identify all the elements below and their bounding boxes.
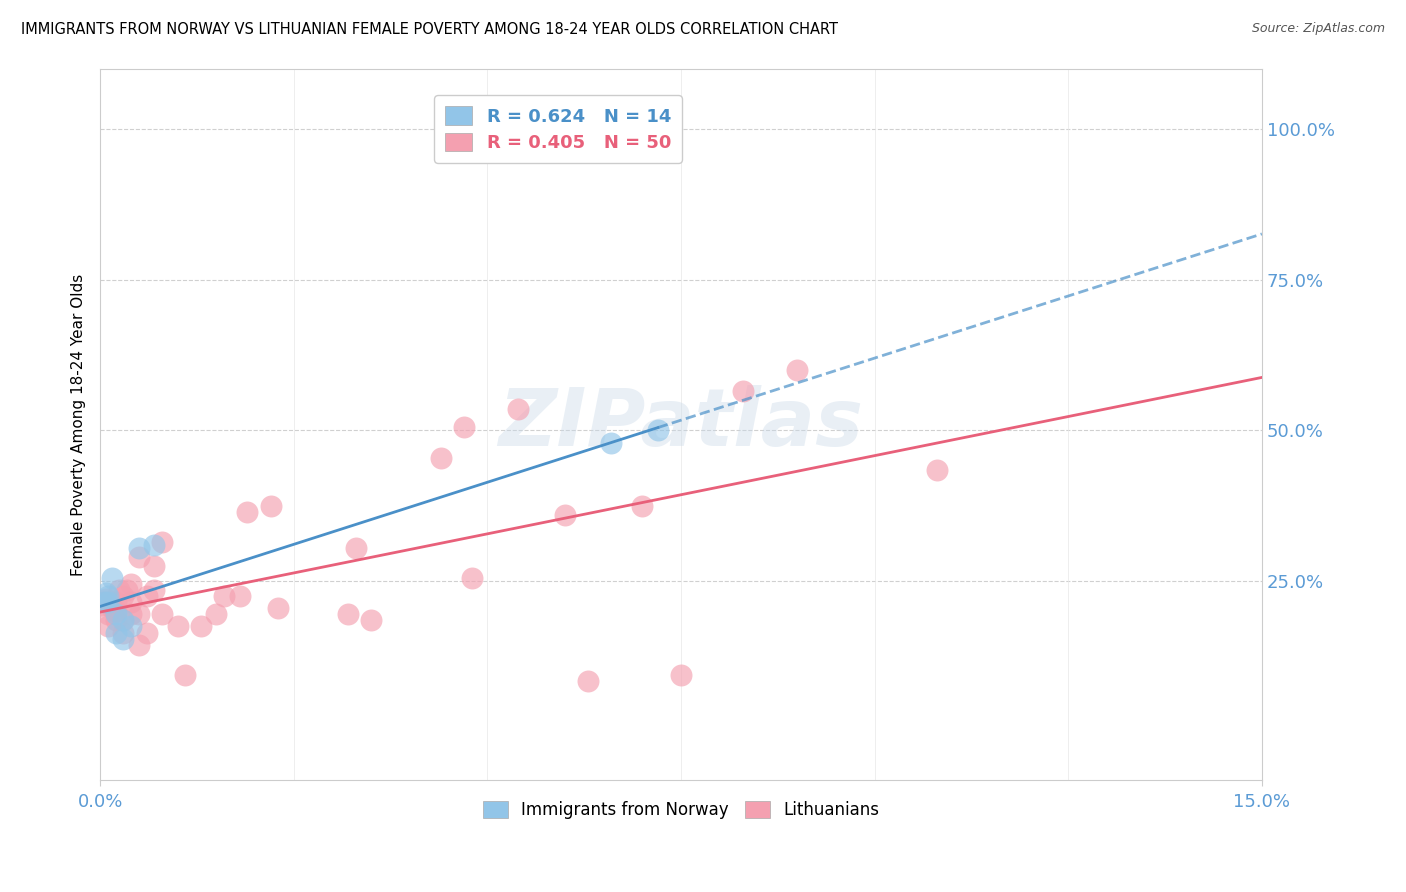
Point (115, 583, 138, 598)
Point (104, 604, 127, 618)
Point (128, 550, 150, 565)
Y-axis label: Female Poverty Among 18-24 Year Olds: Female Poverty Among 18-24 Year Olds (72, 273, 86, 575)
Point (112, 614, 135, 628)
Point (212, 590, 235, 604)
Point (631, 499, 654, 513)
Point (128, 541, 150, 555)
Point (554, 508, 576, 522)
Point (104, 607, 127, 622)
Point (128, 607, 150, 622)
Point (150, 535, 173, 549)
Point (135, 590, 157, 604)
Text: ZIPatlas: ZIPatlas (499, 385, 863, 464)
Point (120, 607, 142, 622)
Point (112, 590, 135, 604)
Point (430, 450, 453, 465)
Point (112, 632, 135, 646)
Point (94, 586, 117, 600)
Point (143, 538, 166, 552)
Point (104, 625, 127, 640)
Point (669, 667, 692, 681)
Point (150, 607, 173, 622)
Point (104, 614, 127, 628)
Point (120, 577, 142, 591)
Point (112, 625, 135, 640)
Text: Source: ZipAtlas.com: Source: ZipAtlas.com (1251, 22, 1385, 36)
Point (786, 363, 808, 377)
Point (360, 614, 382, 628)
Point (93, 595, 115, 609)
Point (93, 595, 115, 609)
Point (600, 435, 623, 450)
Point (267, 601, 290, 615)
Point (97, 607, 120, 622)
Point (128, 638, 150, 652)
Point (143, 559, 166, 574)
Point (190, 619, 212, 633)
Point (344, 541, 367, 555)
Point (259, 499, 281, 513)
Point (205, 607, 228, 622)
Point (120, 619, 142, 633)
Point (228, 590, 250, 604)
Point (174, 667, 197, 681)
Point (925, 463, 948, 477)
Point (97, 595, 120, 609)
Point (97, 619, 120, 633)
Point (100, 601, 122, 615)
Point (100, 571, 122, 585)
Point (647, 424, 669, 438)
Point (731, 384, 754, 399)
Point (236, 505, 259, 519)
Point (453, 420, 475, 434)
Point (336, 607, 359, 622)
Point (135, 625, 157, 640)
Point (461, 571, 484, 585)
Point (508, 402, 530, 417)
Point (104, 595, 127, 609)
Point (97, 595, 120, 609)
Point (108, 583, 131, 598)
Point (91, 599, 114, 613)
Point (94, 592, 117, 607)
Point (112, 614, 135, 628)
Point (120, 595, 142, 609)
Text: IMMIGRANTS FROM NORWAY VS LITHUANIAN FEMALE POVERTY AMONG 18-24 YEAR OLDS CORREL: IMMIGRANTS FROM NORWAY VS LITHUANIAN FEM… (21, 22, 838, 37)
Legend: Immigrants from Norway, Lithuanians: Immigrants from Norway, Lithuanians (475, 794, 886, 825)
Point (166, 619, 188, 633)
Point (97, 590, 120, 604)
Point (576, 673, 599, 688)
Point (143, 583, 166, 598)
